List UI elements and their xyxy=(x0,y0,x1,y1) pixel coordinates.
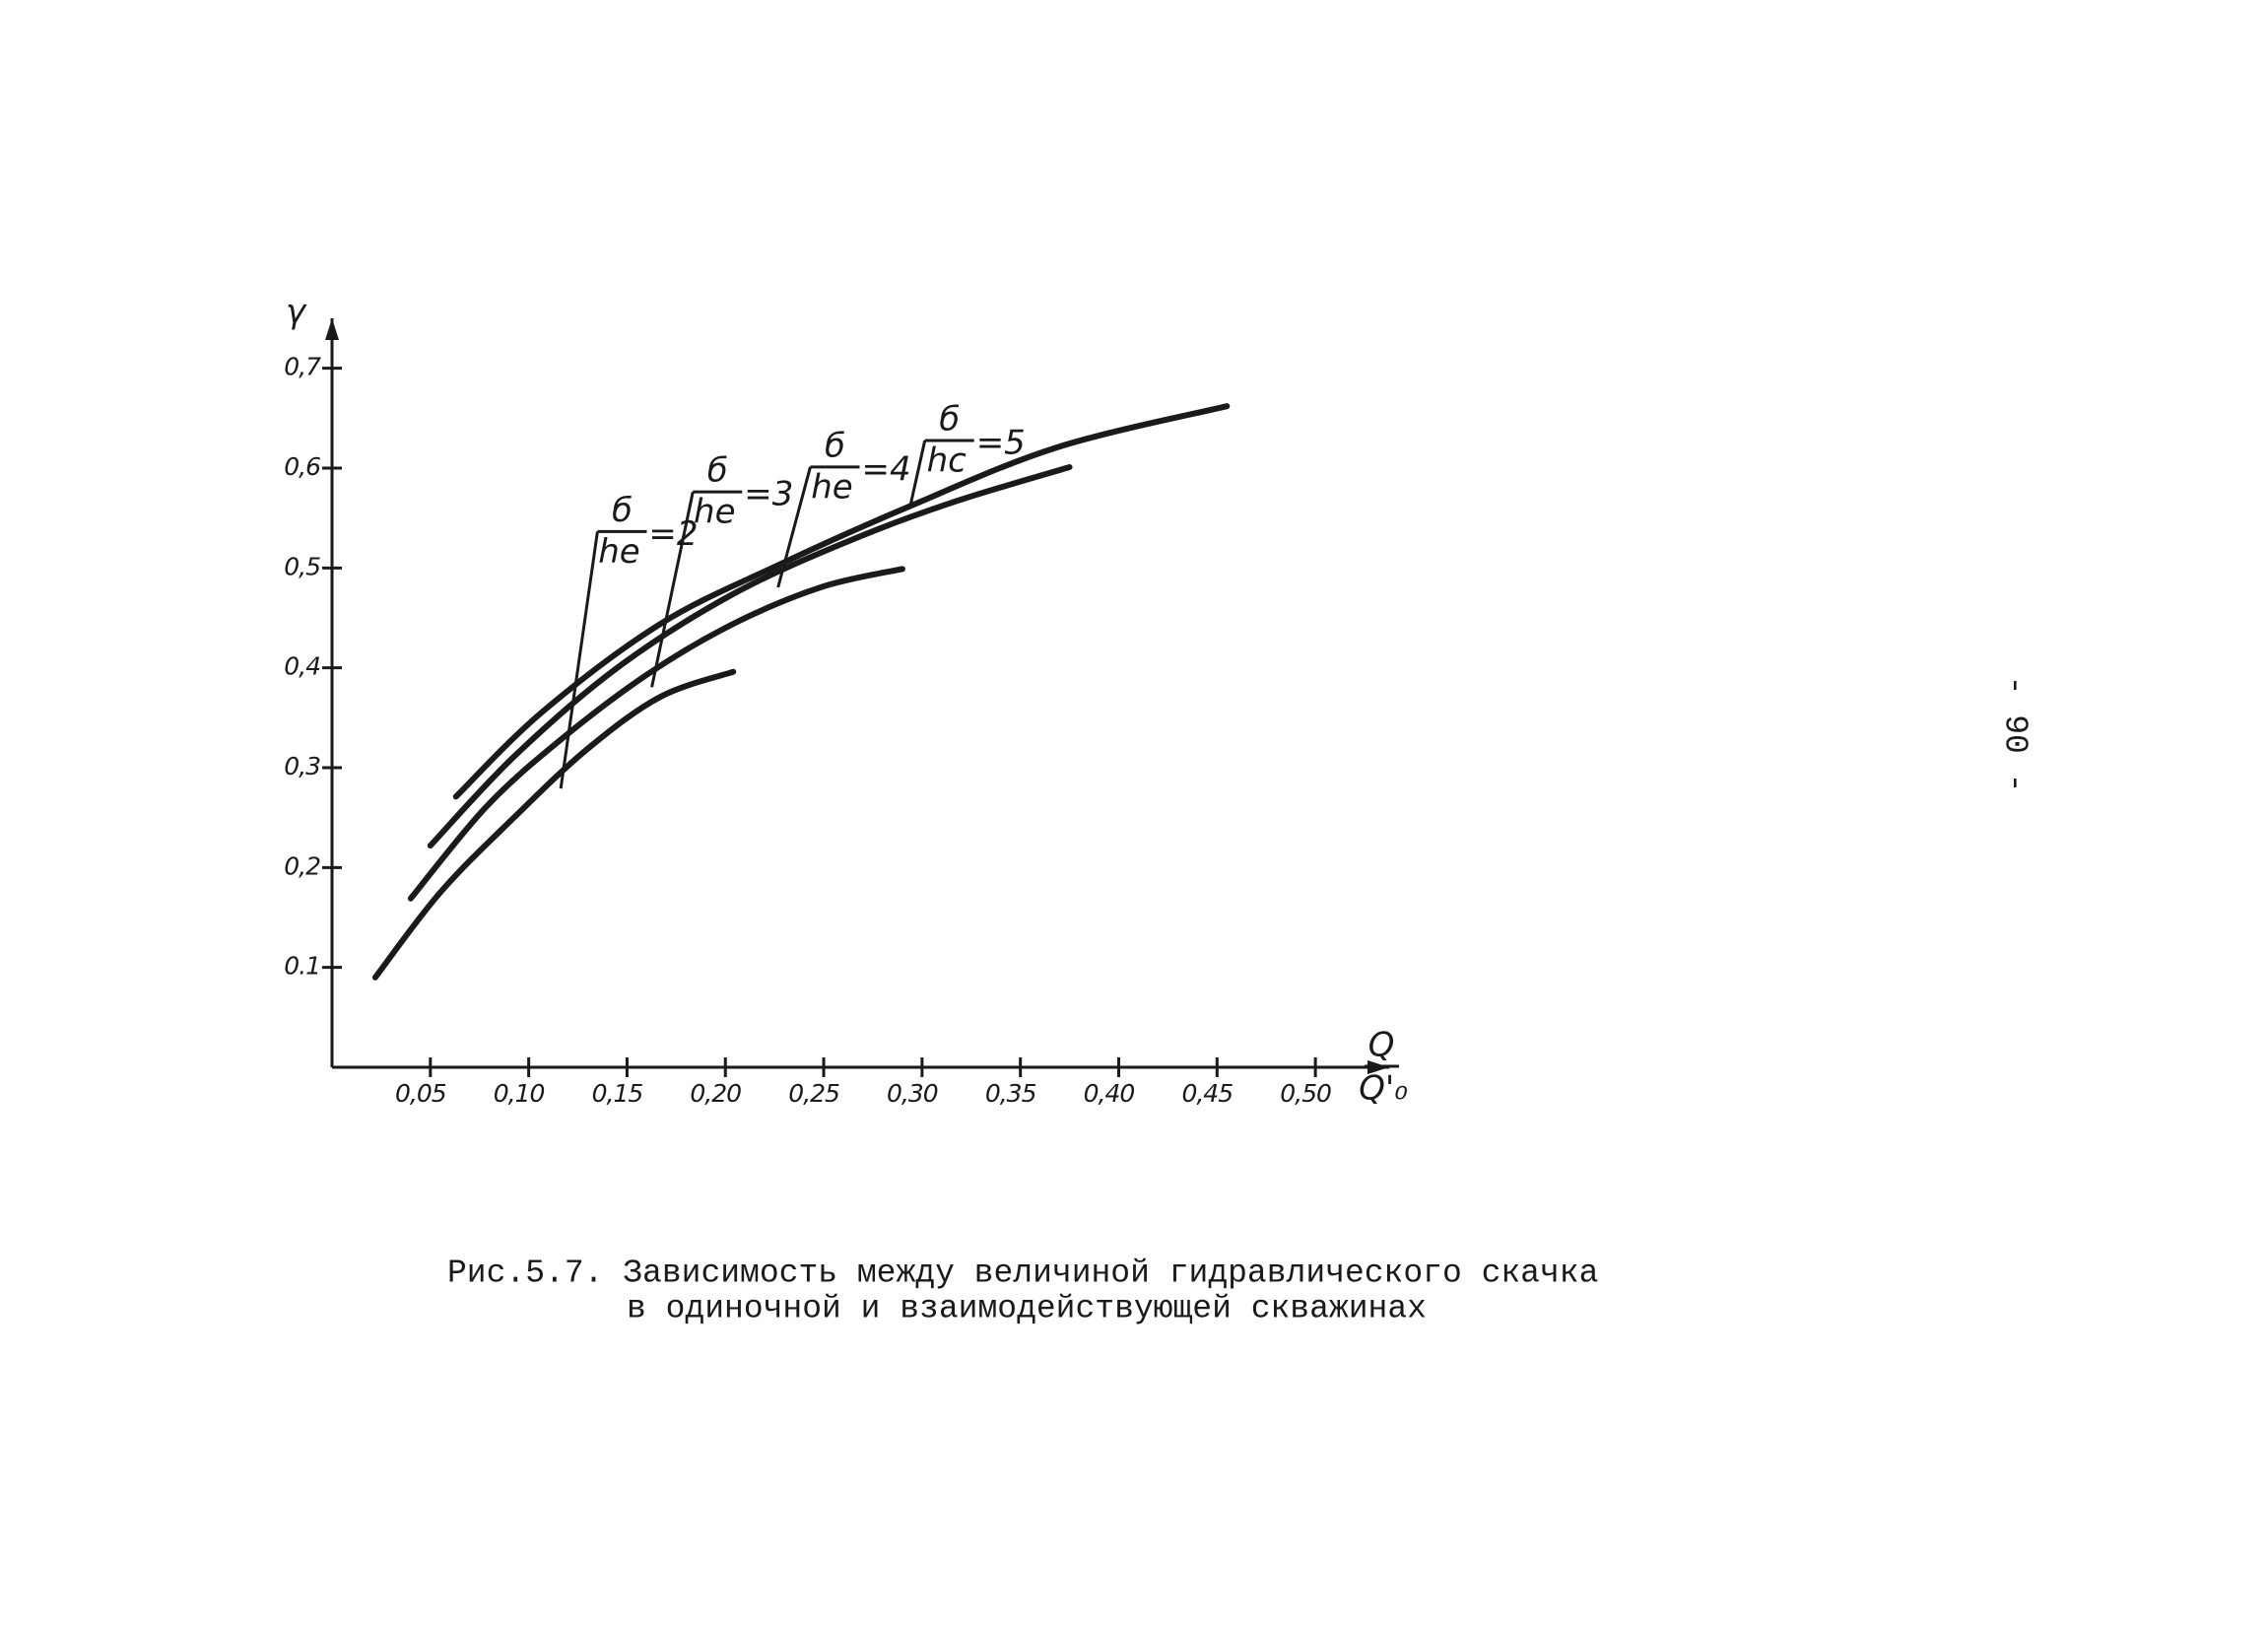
caption-line: Рис.5.7. Зависимость между величиной гид… xyxy=(447,1256,1598,1292)
annotation-denominator: hс xyxy=(927,441,967,481)
y-tick-label: 0.1 xyxy=(284,952,320,981)
x-tick-label: 0,05 xyxy=(395,1079,446,1108)
curve xyxy=(371,668,737,981)
annotation-value: =3 xyxy=(744,475,793,514)
x-tick-label: 0,10 xyxy=(494,1079,545,1108)
x-tick-label: 0,35 xyxy=(985,1079,1036,1108)
x-axis-label-denominator: Q'₀ xyxy=(1359,1069,1408,1109)
page-number: - 90 - xyxy=(1996,676,2033,793)
y-axis-arrow xyxy=(325,318,339,340)
annotation-numerator: б xyxy=(707,451,728,491)
annotation-denominator: hе xyxy=(694,493,735,532)
annotation-value: =4 xyxy=(861,449,910,489)
leader-line xyxy=(650,491,695,688)
annotation-value: =5 xyxy=(976,424,1026,463)
caption-line: в одиночной и взаимодействующей скважина… xyxy=(627,1291,1427,1327)
y-axis-label: γ xyxy=(286,293,307,332)
y-tick-label: 0,6 xyxy=(284,452,320,481)
y-tick-label: 0,2 xyxy=(284,851,320,880)
curve xyxy=(427,463,1073,849)
x-tick-label: 0,25 xyxy=(788,1079,839,1108)
annotation-value: =2 xyxy=(648,514,698,554)
x-tick-label: 0,40 xyxy=(1084,1079,1135,1108)
annotation-numerator: б xyxy=(825,426,845,465)
annotation-denominator: hе xyxy=(598,532,639,572)
x-tick-label: 0,30 xyxy=(887,1079,938,1108)
leader-line xyxy=(908,440,927,508)
x-tick-label: 0,15 xyxy=(592,1079,643,1108)
annotation-numerator: б xyxy=(939,400,960,440)
y-tick-label: 0,4 xyxy=(284,652,320,681)
leader-line xyxy=(776,466,812,588)
x-tick-label: 0,20 xyxy=(690,1079,741,1108)
y-tick-label: 0,3 xyxy=(284,752,320,781)
x-tick-label: 0,45 xyxy=(1181,1079,1233,1108)
leader-line xyxy=(559,531,599,789)
x-tick-label: 0,50 xyxy=(1280,1079,1331,1108)
curve xyxy=(407,566,905,902)
y-tick-label: 0,5 xyxy=(284,552,320,580)
annotation-denominator: hе xyxy=(811,467,852,507)
y-tick-label: 0,7 xyxy=(284,353,321,381)
x-axis-label-numerator: Q xyxy=(1368,1026,1395,1065)
annotation-numerator: б xyxy=(612,491,633,530)
x-axis-arrow xyxy=(1367,1060,1389,1074)
